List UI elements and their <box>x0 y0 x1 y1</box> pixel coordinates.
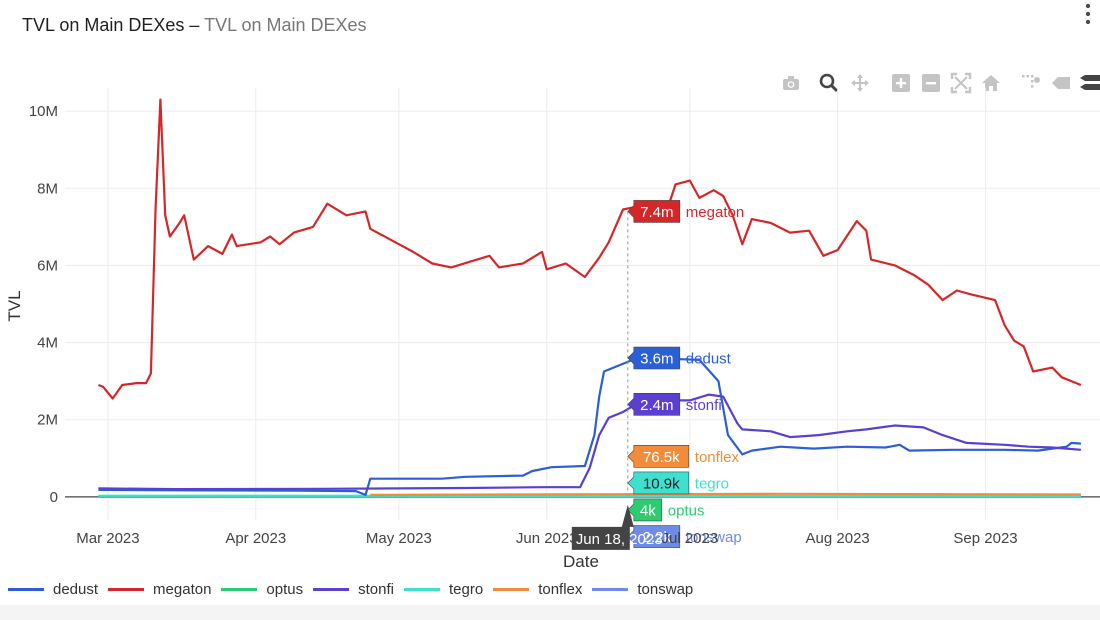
legend-label: tonswap <box>637 581 694 598</box>
hover-x-label-text: Jun 18, 2023 <box>576 531 663 548</box>
hover-label-box <box>627 200 681 223</box>
hover-label-value: 4k <box>640 502 656 519</box>
legend-swatch <box>403 588 440 591</box>
hover-label-value: 10.9k <box>643 475 680 492</box>
legend-item-stonfi[interactable]: stonfi <box>313 581 394 598</box>
spike-lines-icon[interactable] <box>1020 72 1042 94</box>
hover-x-label-box <box>571 504 634 550</box>
hover-label-name: optus <box>668 502 705 519</box>
hover-label-name: tonflex <box>695 449 740 466</box>
more-options-icon[interactable] <box>1084 4 1092 30</box>
x-tick-label: May 2023 <box>366 530 432 547</box>
y-tick-label: 0 <box>50 489 58 506</box>
legend-swatch <box>108 588 145 591</box>
hover-label-value: 3.6m <box>640 351 673 368</box>
zoom-icon[interactable] <box>818 72 840 94</box>
hover-label-box <box>627 346 681 370</box>
legend-item-tonswap[interactable]: tonswap <box>592 581 693 598</box>
title-separator: – <box>184 15 205 35</box>
legend-item-megaton[interactable]: megaton <box>108 581 211 598</box>
hover-label-name: megaton <box>686 204 744 221</box>
hover-label-name: dedust <box>686 351 732 368</box>
hover-label-value: 2.2k <box>643 529 672 546</box>
hover-closest-icon[interactable] <box>1050 72 1072 94</box>
series-line-stonfi <box>98 393 1081 491</box>
hover-label-optus: 4k optus <box>627 498 705 522</box>
series-line-dedust <box>98 357 1081 496</box>
hover-label-box <box>627 471 690 495</box>
chart-subtitle: TVL on Main DEXes <box>204 15 367 35</box>
chart-legend: dedust megaton optus stonfi tegro tonflex tons… <box>8 578 703 602</box>
legend-item-optus[interactable]: optus <box>221 581 303 598</box>
hover-label-dedust: 3.6m dedust <box>627 346 732 370</box>
x-tick-label: Apr 2023 <box>225 530 286 547</box>
y-tick-label: 2M <box>37 412 58 429</box>
hover-x-label: Jun 18, 2023 <box>571 504 663 550</box>
legend-swatch <box>8 588 44 591</box>
legend-label: optus <box>266 581 304 598</box>
hover-label-name: tegro <box>695 475 729 492</box>
series-lines <box>97 98 1082 498</box>
hover-label-box <box>627 445 690 468</box>
hover-label-value: 76.5k <box>643 449 680 466</box>
hover-label-tegro: 10.9k tegro <box>627 471 729 495</box>
hover-label-box <box>627 498 663 522</box>
autoscale-icon[interactable] <box>950 72 972 94</box>
chart-title-main: TVL on Main DEXes <box>22 15 185 35</box>
reset-axes-icon[interactable] <box>980 72 1002 94</box>
hover-label-box <box>627 392 681 416</box>
hover-label-stonfi: 2.4m stonfi <box>627 392 722 416</box>
legend-item-dedust[interactable]: dedust <box>8 581 98 598</box>
hover-label-value: 2.4m <box>640 397 673 414</box>
hover-label-tonflex: 76.5k tonflex <box>627 445 740 468</box>
zoom-out-icon[interactable] <box>920 72 942 94</box>
y-tick-label: 10M <box>29 103 58 120</box>
bottom-bar <box>0 605 1100 620</box>
legend-swatch <box>493 588 530 591</box>
hover-labels: 7.4m megaton 3.6m dedust 2.4m stonfi 76.5k tonf… <box>571 200 744 550</box>
legend-label: dedust <box>53 581 99 598</box>
y-tick-label: 4M <box>37 335 58 352</box>
chart-grid <box>65 88 1100 520</box>
pan-icon[interactable] <box>849 72 871 94</box>
hover-label-box <box>627 525 681 548</box>
legend-swatch <box>592 588 629 591</box>
x-tick-label: Aug 2023 <box>806 530 870 547</box>
legend-item-tonflex[interactable]: tonflex <box>493 581 582 598</box>
y-axis-title: TVL <box>5 290 24 321</box>
y-tick-label: 8M <box>37 180 58 197</box>
legend-label: tonflex <box>538 581 583 598</box>
x-tick-label: Jul 2023 <box>661 530 718 547</box>
x-axis-title: Date <box>563 552 599 571</box>
hover-compare-icon[interactable] <box>1078 72 1100 94</box>
hover-label-value: 7.4m <box>640 204 673 221</box>
chart-axes: Mar 2023 Apr 2023 May 2023 Jun 2023 Jul 2023… <box>5 103 1018 571</box>
hover-label-megaton: 7.4m megaton <box>627 200 744 223</box>
series-line-megaton <box>97 98 1082 400</box>
y-tick-label: 6M <box>37 257 58 274</box>
camera-icon[interactable] <box>780 72 802 94</box>
x-tick-label: Sep 2023 <box>953 530 1017 547</box>
chart-modebar <box>780 72 1100 94</box>
series-line-tonflex <box>370 492 1081 496</box>
legend-item-tegro[interactable]: tegro <box>403 581 484 598</box>
x-tick-label: Jun 2023 <box>516 530 578 547</box>
legend-swatch <box>221 588 258 591</box>
chart-title: TVL on Main DEXes – TVL on Main DEXes <box>22 15 367 36</box>
legend-swatch <box>313 588 350 591</box>
legend-label: stonfi <box>358 581 394 598</box>
legend-label: megaton <box>153 581 212 598</box>
hover-label-tonswap: 2.2k tonswap <box>627 525 742 548</box>
x-tick-label: Mar 2023 <box>76 530 139 547</box>
hover-label-name: tonswap <box>686 529 742 546</box>
legend-label: tegro <box>448 581 484 598</box>
zoom-in-icon[interactable] <box>890 72 912 94</box>
hover-label-name: stonfi <box>686 397 722 414</box>
